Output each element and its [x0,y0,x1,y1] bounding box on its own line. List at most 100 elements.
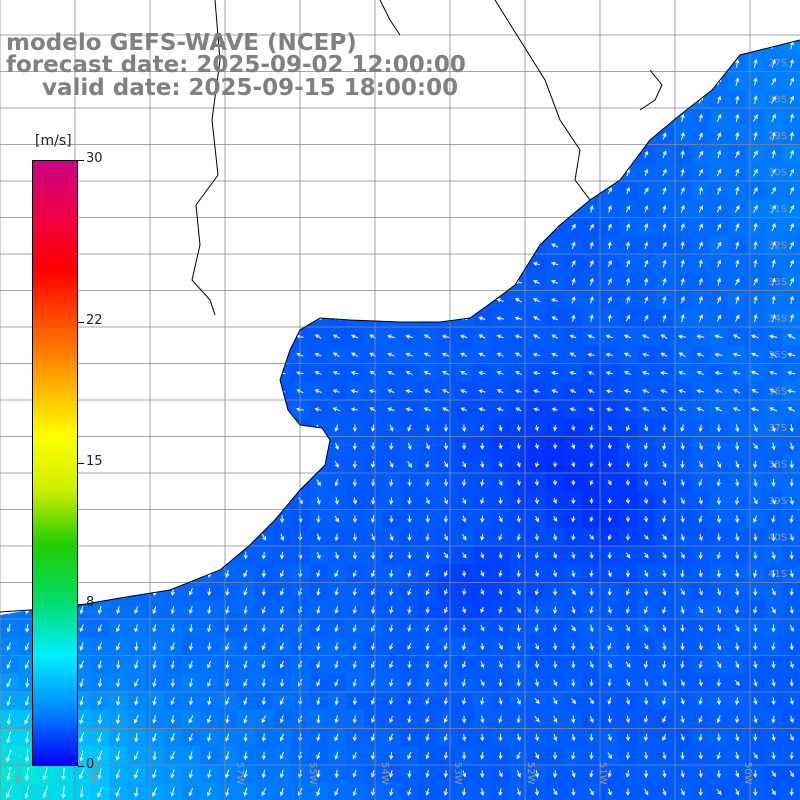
wind-cell [491,163,511,183]
wind-arrow [443,788,448,796]
wind-arrow [680,460,685,469]
wind-arrow [533,280,541,284]
wind-arrow [496,152,504,157]
wind-cell [273,327,292,347]
wind-cell [127,546,147,565]
wind-arrow [662,479,667,487]
wind-cell [619,0,638,19]
wind-arrow [644,277,649,286]
wind-cell [218,473,238,492]
wind-arrow [496,298,504,303]
wind-arrow [698,733,703,742]
wind-arrow [662,114,667,122]
wind-arrow [350,152,359,157]
wind-arrow [261,733,266,742]
wind-arrow [553,733,558,742]
wind-arrow [462,461,466,468]
wind-cell [72,127,92,147]
wind-cell [200,291,219,310]
wind-arrow [716,788,722,796]
wind-arrow [680,259,685,268]
wind-arrow [771,187,776,195]
wind-arrow [789,679,794,687]
wind-arrow [350,370,359,376]
wind-arrow [352,642,357,651]
wind-cell [254,273,274,292]
wind-cell [0,400,19,420]
wind-arrow [732,370,741,375]
wind-arrow [644,150,649,158]
wind-arrow [735,113,740,123]
wind-arrow [188,787,194,797]
wind-arrow [352,697,358,706]
wind-arrow [114,316,122,321]
wind-cell [436,254,456,274]
wind-cell [273,200,292,219]
wind-arrow [25,587,30,596]
wind-arrow [514,43,522,48]
wind-arrow [771,533,776,542]
wind-cell [182,564,201,583]
wind-cell [145,400,165,420]
wind-cell [273,436,292,456]
wind-arrow [478,279,486,284]
wind-arrow [534,497,539,505]
wind-arrow [97,714,103,725]
wind-arrow [459,170,468,175]
wind-arrow [188,660,193,669]
wind-arrow [352,497,358,505]
wind-arrow [736,5,739,12]
wind-arrow [223,352,231,358]
wind-arrow [735,751,740,760]
wind-arrow [261,697,266,706]
colorbar-tick-label: 22 [86,312,103,328]
wind-arrow [186,407,195,412]
wind-cell [455,163,474,183]
wind-arrow [405,134,413,139]
wind-arrow [207,606,212,615]
wind-cell [436,109,456,128]
wind-arrow [533,407,540,412]
wind-arrow [79,606,84,615]
wind-arrow [553,679,558,687]
wind-arrow [223,279,231,285]
wind-arrow [425,752,430,760]
wind-cell [163,218,183,238]
wind-arrow [589,77,594,86]
wind-arrow [698,715,703,723]
wind-arrow [771,113,776,123]
wind-arrow [188,733,193,742]
wind-arrow [534,606,540,614]
wind-arrow [77,407,86,412]
wind-arrow [370,715,376,724]
wind-arrow [187,352,195,357]
wind-arrow [698,442,703,451]
wind-arrow [6,8,12,11]
wind-arrow [114,334,122,339]
wind-arrow [498,479,503,486]
wind-arrow [170,533,175,542]
wind-arrow [571,113,576,122]
wind-arrow [61,8,67,11]
wind-cell [327,254,347,274]
wind-arrow [225,533,230,542]
wind-arrow [132,352,140,357]
wind-arrow [204,225,213,230]
wind-arrow [514,225,523,230]
wind-cell [182,327,201,347]
wind-arrow [150,316,158,321]
wind-cell [382,145,401,165]
wind-arrow [589,296,594,304]
wind-arrow [259,370,268,376]
wind-arrow [6,678,12,688]
wind-arrow [389,678,394,687]
wind-cell [400,109,420,128]
wind-arrow [662,770,667,778]
wind-arrow [441,243,450,248]
wind-cell [254,382,274,401]
wind-arrow [259,389,268,394]
wind-cell [527,145,547,165]
wind-arrow [626,168,631,177]
wind-cell [163,509,183,529]
wind-cell [509,254,529,274]
